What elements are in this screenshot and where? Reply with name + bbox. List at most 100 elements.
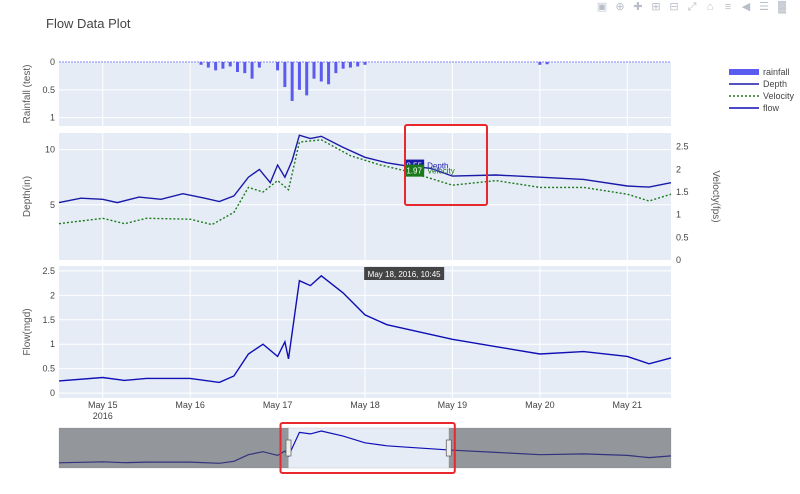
hover-series-name: Velocity	[427, 167, 455, 176]
rainfall-bar	[214, 62, 218, 71]
legend-label: Depth	[763, 79, 787, 89]
range-slider-mask-right	[448, 428, 671, 468]
rainfall-bar	[236, 62, 239, 73]
rainfall-bar	[221, 62, 225, 69]
legend[interactable]: rainfall Depth Velocity flow	[729, 67, 795, 113]
y2-axis-title: Velocty(fps)	[710, 170, 721, 222]
chart-title: Flow Data Plot	[46, 16, 131, 31]
y2-tick-label: 2	[676, 164, 681, 174]
rainfall-bar	[545, 62, 549, 65]
rainfall-bar	[297, 62, 301, 90]
zoom-out-icon[interactable]: ⊟	[669, 1, 678, 13]
x-tick-label: May 19	[438, 400, 468, 410]
rainfall-bar	[341, 62, 345, 69]
series-line-depth[interactable]	[58, 134, 672, 204]
rainfall-bar	[356, 62, 360, 67]
hover-value-box	[404, 164, 425, 177]
x-tick-label: May 17	[263, 400, 293, 410]
rainfall-bar	[538, 62, 542, 65]
y2-tick-label: 1.5	[676, 187, 689, 197]
hover-closest-icon[interactable]: ◀	[742, 1, 751, 13]
y2-tick-label: 2.5	[676, 142, 689, 152]
y-tick-label: 2.5	[42, 266, 55, 276]
y-tick-label: 0.5	[42, 364, 55, 374]
rainfall-bar	[348, 62, 352, 68]
x-tick-label: May 21	[613, 400, 643, 410]
rainfall-bar	[363, 62, 367, 65]
legend-item-depth[interactable]: Depth	[729, 79, 787, 89]
y-tick-label: 2	[50, 290, 55, 300]
y-axis-title: Depth(in)	[22, 176, 33, 217]
reset-axes-icon[interactable]: ⌂	[707, 1, 714, 13]
y-tick-label: 0	[50, 57, 55, 67]
subplot-depth_velocity: 5 10 Depth(in) 0 0.5 1 1.5 2 2.5 Velocty(fps)	[22, 133, 721, 265]
legend-item-rainfall[interactable]: rainfall	[729, 67, 790, 77]
subplot-rainfall: 0 0.5 1 Rainfall (test)	[22, 57, 671, 126]
x-tick-label: May 18	[350, 400, 380, 410]
rainfall-bar	[257, 62, 261, 68]
rainfall-bar	[312, 62, 316, 79]
series-line-velocity[interactable]	[58, 139, 672, 226]
modebar[interactable]: ▣ ⊕ ✚ ⊞ ⊟ ⤢ ⌂ ≡ ◀ ☰ ▓	[597, 0, 787, 14]
y2-tick-label: 0.5	[676, 232, 689, 242]
camera-icon[interactable]: ▣	[597, 1, 607, 13]
rainfall-bar	[243, 62, 247, 74]
rainfall-bar	[250, 62, 254, 79]
y-tick-label: 0	[50, 388, 55, 398]
legend-label: rainfall	[763, 67, 790, 77]
x-tick-label: May 16	[175, 400, 205, 410]
pan-icon[interactable]: ✚	[633, 1, 642, 13]
range-slider-mask-left	[59, 428, 289, 468]
rainfall-bar	[206, 62, 210, 68]
range-selection-highlight-box	[279, 422, 456, 474]
legend-swatch	[729, 69, 759, 75]
rainfall-bar	[228, 62, 232, 67]
hover-series-name: Depth	[427, 162, 448, 171]
y2-tick-label: 0	[676, 255, 681, 265]
y-tick-label: 10	[45, 145, 55, 155]
hover-label-velocity: 1.97 Velocity	[404, 164, 455, 177]
y-tick-label: 1	[50, 113, 55, 123]
hover-x-label: May 18, 2016, 10:45	[368, 270, 441, 279]
rainfall-bar	[327, 62, 331, 85]
hover-highlight-box	[404, 124, 488, 206]
legend-item-flow[interactable]: flow	[729, 103, 780, 113]
legend-label: flow	[763, 103, 780, 113]
rainfall-bar	[305, 62, 309, 96]
rainfall-bar	[290, 62, 294, 101]
y-tick-label: 0.5	[42, 85, 55, 95]
x-tick-label: May 20	[525, 400, 555, 410]
rainfall-bar	[319, 62, 323, 82]
legend-item-velocity[interactable]: Velocity	[729, 91, 795, 101]
subplot-flow: 0 0.5 1 1.5 2 2.5 Flow(mgd)	[22, 266, 672, 398]
y-tick-label: 1	[50, 339, 55, 349]
hover-value: 1.97	[406, 167, 422, 176]
rainfall-bar	[199, 62, 203, 65]
range-slider[interactable]	[58, 422, 672, 474]
x-tick-label: May 15	[88, 400, 118, 410]
plotly-logo-icon[interactable]: ▓	[778, 0, 787, 14]
autoscale-icon[interactable]: ⤢	[688, 1, 697, 13]
zoom-icon[interactable]: ⊕	[615, 1, 624, 13]
hover-x-box	[364, 267, 445, 280]
range-slider-handle-left[interactable]	[285, 439, 292, 457]
x-tick-label: 2016	[93, 411, 113, 421]
y2-tick-label: 1	[676, 210, 681, 220]
zoom-in-icon[interactable]: ⊞	[651, 1, 660, 13]
y-tick-label: 5	[50, 200, 55, 210]
spike-lines-icon[interactable]: ≡	[725, 1, 731, 13]
rainfall-bar	[334, 62, 338, 74]
y-axis-title: Rainfall (test)	[22, 65, 33, 124]
legend-label: Velocity	[763, 91, 795, 101]
range-slider-handle-right[interactable]	[445, 439, 452, 457]
hover-compare-icon[interactable]: ☰	[759, 1, 769, 13]
y-axis-title: Flow(mgd)	[22, 308, 33, 355]
series-line-flow[interactable]	[58, 274, 672, 384]
rainfall-bar	[283, 62, 287, 88]
rainfall-bar	[276, 62, 280, 71]
y-tick-label: 1.5	[42, 315, 55, 325]
